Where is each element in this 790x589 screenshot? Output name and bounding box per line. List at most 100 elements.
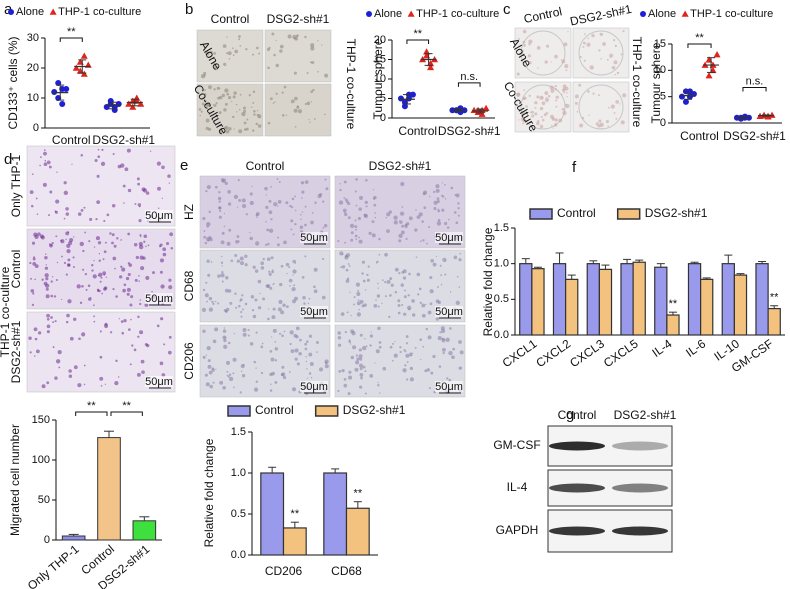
cell: [306, 377, 308, 379]
scale-bg: [300, 232, 328, 243]
cell: [350, 329, 355, 334]
legend-label: Alone: [648, 8, 676, 20]
cell: [441, 182, 444, 184]
cell: [583, 59, 586, 62]
cell: [402, 269, 407, 274]
cell: [257, 279, 262, 284]
y-tick-label: 30: [27, 32, 39, 44]
cell: [457, 206, 460, 210]
cell: [93, 259, 95, 262]
cell: [402, 368, 407, 373]
cell: [243, 109, 247, 113]
point: [423, 48, 431, 55]
cell: [256, 46, 259, 50]
cell: [219, 380, 224, 385]
legend-label: THP-1 co-culture: [416, 8, 499, 20]
cell: [203, 71, 207, 75]
cell: [224, 288, 229, 293]
cell: [430, 258, 434, 263]
cell: [137, 182, 141, 186]
cell: [344, 211, 346, 213]
cell: [170, 247, 174, 250]
cell: [318, 367, 324, 372]
cell: [541, 96, 544, 98]
cell: [435, 188, 440, 193]
cell: [45, 264, 47, 266]
point: [409, 91, 416, 98]
cell: [34, 234, 39, 239]
cell: [303, 302, 306, 305]
cell: [168, 335, 172, 339]
bar: [687, 263, 702, 336]
cell: [28, 336, 32, 341]
cell: [293, 108, 298, 113]
cell: [212, 104, 215, 106]
cell: [292, 233, 295, 236]
cell: [277, 205, 279, 207]
point: [63, 86, 70, 92]
cell: [57, 350, 62, 355]
cell: [399, 220, 403, 224]
cell: [291, 286, 296, 292]
x-tick-label: Only THP-1: [25, 542, 82, 589]
cell: [204, 95, 206, 98]
point: [59, 101, 66, 107]
bracket: [110, 411, 143, 416]
cell: [99, 330, 102, 333]
cell: [430, 371, 434, 375]
cell: [540, 115, 543, 118]
cell: [400, 181, 405, 187]
cell: [437, 218, 441, 222]
cell: [369, 334, 374, 338]
cell: [254, 298, 258, 302]
cell: [83, 364, 86, 367]
cell: [159, 243, 163, 247]
cell: [240, 315, 243, 318]
cell: [210, 261, 213, 263]
cell: [78, 337, 81, 341]
cell: [217, 96, 220, 100]
cell: [349, 343, 352, 345]
cell: [388, 210, 392, 214]
blot-band: [549, 441, 605, 451]
cell: [238, 108, 241, 111]
y-tick-label: 10: [27, 92, 39, 104]
cell: [358, 195, 364, 200]
cell: [202, 288, 206, 292]
cell: [300, 181, 305, 185]
cell: [101, 292, 103, 295]
cell: [355, 178, 358, 181]
annotation: **: [695, 32, 704, 44]
cell: [252, 129, 255, 132]
cell: [607, 125, 609, 128]
cell: [214, 185, 218, 189]
cell: [597, 124, 601, 128]
cell: [104, 241, 107, 244]
legend-label: Alone: [374, 8, 402, 20]
cell: [223, 108, 227, 112]
cell: [290, 228, 293, 231]
cell: [606, 58, 609, 61]
cell: [376, 260, 379, 264]
cell: [291, 387, 297, 392]
cell: [377, 384, 380, 387]
cell: [226, 52, 229, 55]
cell: [313, 285, 316, 289]
cell: [232, 372, 235, 375]
scale-label: 50μm: [435, 381, 463, 393]
cell: [237, 179, 240, 182]
cell: [236, 235, 240, 238]
cell: [348, 340, 352, 344]
cell: [110, 331, 113, 334]
cell: [225, 275, 229, 280]
cell: [112, 153, 115, 156]
cell: [358, 207, 362, 211]
cell: [517, 37, 520, 41]
cell: [576, 110, 579, 113]
cell: [230, 259, 234, 263]
cell: [56, 171, 58, 173]
cell: [304, 342, 308, 346]
cell: [435, 317, 440, 321]
cell: [378, 253, 381, 256]
